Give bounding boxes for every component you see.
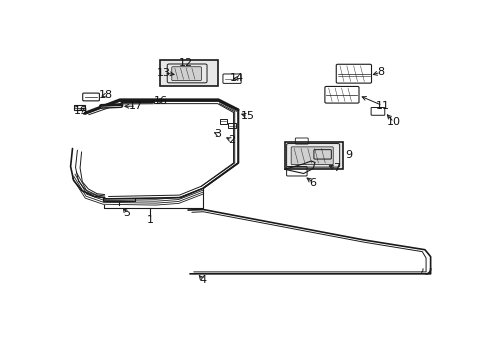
Text: 9: 9: [345, 150, 352, 160]
Text: 7: 7: [332, 163, 339, 173]
Text: 12: 12: [179, 58, 193, 68]
FancyBboxPatch shape: [171, 67, 201, 81]
Text: 1: 1: [146, 215, 153, 225]
FancyBboxPatch shape: [290, 147, 332, 165]
Text: 11: 11: [375, 100, 389, 111]
Text: 5: 5: [123, 208, 130, 218]
Text: 15: 15: [241, 111, 254, 121]
Text: 8: 8: [376, 67, 384, 77]
Text: 3: 3: [214, 129, 221, 139]
Bar: [227, 123, 236, 128]
Text: 14: 14: [229, 73, 244, 84]
Text: 13: 13: [157, 68, 171, 78]
Text: 10: 10: [386, 117, 400, 127]
Text: 17: 17: [129, 101, 143, 111]
Text: 16: 16: [154, 96, 167, 105]
Bar: [159, 60, 218, 86]
Text: 2: 2: [227, 135, 235, 145]
Bar: [74, 105, 85, 110]
Bar: [284, 141, 343, 169]
Text: 19: 19: [74, 105, 88, 116]
Text: 18: 18: [98, 90, 112, 100]
Text: 4: 4: [199, 275, 206, 285]
Bar: [219, 119, 226, 123]
Text: 6: 6: [309, 177, 316, 188]
